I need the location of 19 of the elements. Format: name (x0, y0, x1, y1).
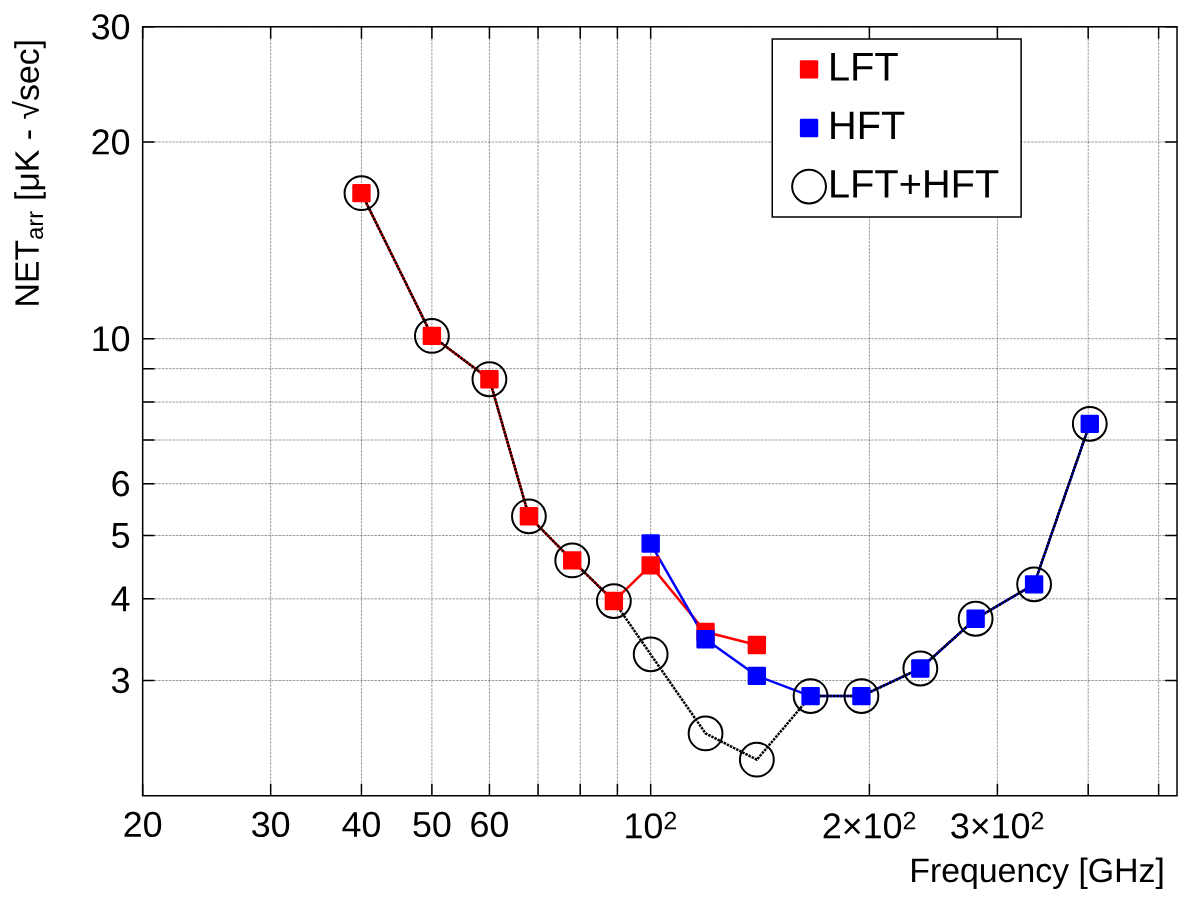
x-tick-label: 3×10$^{2}$ (951, 811, 1044, 839)
x-tick-label: 60 (471, 811, 508, 838)
x-tick-label: 50 (413, 811, 451, 838)
y-tick-label: 3 (111, 667, 129, 694)
y-tick-label: 30 (92, 14, 130, 40)
legend-label: HFT (831, 111, 905, 140)
legend-label: LFT (831, 53, 898, 81)
y-tick-label: 20 (92, 129, 130, 155)
x-axis-title: Frequency [GHz] (912, 857, 1163, 890)
x-tick-label: 10$^{2}$ (626, 811, 677, 839)
y-tick-label: 10 (93, 326, 130, 352)
y-tick-label: 5 (112, 523, 130, 548)
legend-label: LFT+HFT (831, 170, 999, 198)
y-axis-title: NET$_{arr}$ [μK - √sec] (11, 41, 46, 305)
y-tick-label: 6 (112, 471, 129, 497)
y-tick-label: 4 (111, 586, 130, 612)
x-tick-label: 40 (342, 811, 380, 838)
x-tick-label: 30 (252, 811, 290, 838)
x-tick-label: 2×10$^{2}$ (823, 811, 916, 839)
